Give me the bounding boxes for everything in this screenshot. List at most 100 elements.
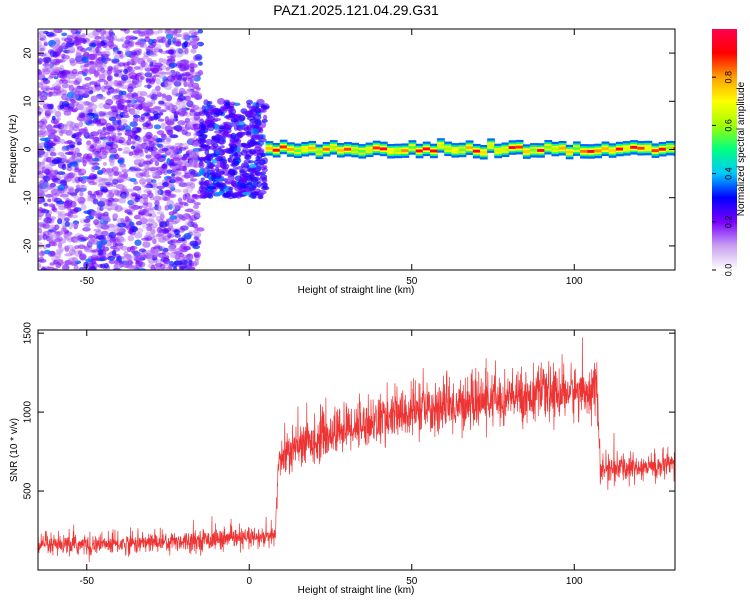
spectrogram-cell — [146, 134, 152, 140]
spectrogram-cell — [580, 149, 588, 153]
spectrogram-cell — [408, 146, 417, 149]
spectrogram-cell — [139, 151, 145, 158]
spectrogram-cell — [372, 146, 381, 150]
spectrogram-cell — [88, 234, 94, 239]
spectrogram-cell — [103, 36, 113, 43]
spectrogram-cell — [253, 159, 259, 166]
spectrogram-cell — [166, 137, 171, 142]
spectrogram-cell — [166, 200, 175, 207]
spectrogram-cell — [154, 170, 163, 176]
y-tick-label: 20 — [23, 47, 34, 59]
spectrogram-cell — [138, 248, 146, 253]
spectrogram-cell — [171, 221, 178, 225]
spectrogram-cell — [78, 120, 84, 128]
spectrogram-cell — [39, 118, 48, 125]
spectrogram-cell — [189, 137, 194, 145]
spectrogram-cell — [530, 148, 538, 152]
spectrogram-cell — [164, 83, 172, 90]
spectrogram-cell — [224, 115, 231, 119]
spectrogram-cell — [53, 37, 60, 42]
spectrogram-cell — [199, 168, 206, 175]
spectrogram-cell — [109, 202, 118, 207]
spectrogram-cell — [125, 264, 135, 269]
spectrogram-cell — [193, 204, 200, 209]
spectrogram-cell — [132, 78, 140, 85]
spectrogram-cell — [118, 197, 126, 204]
spectrogram-cell — [62, 158, 70, 163]
spectrogram-cell — [165, 49, 174, 55]
spectrogram-cell — [181, 129, 188, 135]
spectrogram-cell — [169, 179, 176, 184]
spectrogram-cell — [308, 146, 317, 150]
spectrogram-cell — [117, 62, 126, 67]
spectrogram-cell — [94, 60, 103, 67]
spectrogram-cell — [117, 119, 122, 126]
spectrogram-cell — [515, 145, 524, 149]
spectrogram-cell — [86, 262, 94, 268]
spectrogram-cell — [42, 56, 52, 64]
spectrogram-cell — [242, 131, 252, 135]
colorbar-tick-label: 0.4 — [723, 167, 733, 180]
spectrogram-cell — [42, 116, 50, 120]
spectrogram-cell — [127, 230, 133, 234]
spectrogram-cell — [193, 251, 201, 259]
spectrogram-cell — [61, 32, 68, 37]
spectrogram-cell — [154, 189, 161, 196]
spectrogram-cell — [133, 180, 138, 185]
spectrogram-cell — [157, 231, 165, 238]
spectrogram-cell — [155, 78, 161, 85]
spectrogram-cell — [83, 261, 89, 269]
spectrogram-cell — [501, 148, 510, 152]
spectrogram-cell — [179, 259, 188, 265]
spectrogram-cell — [173, 189, 182, 193]
spectrogram-cell — [365, 148, 374, 152]
spectrogram-cell — [207, 115, 214, 120]
spectrogram-cell — [90, 42, 97, 47]
spectrogram-cell — [630, 145, 638, 149]
spectrogram-cell — [112, 264, 122, 269]
spectrogram-cell — [140, 61, 145, 69]
spectrogram-cell — [211, 159, 217, 164]
spectrogram-cell — [152, 182, 158, 188]
spectrogram-cell — [97, 169, 104, 175]
spectrogram-cell — [148, 147, 154, 152]
spectrogram-cell — [179, 111, 188, 115]
spectrogram-cell — [109, 237, 117, 244]
spectrogram-cell — [644, 146, 653, 150]
spectrogram-cell — [112, 166, 120, 171]
spectrogram-cell — [49, 262, 56, 266]
spectrogram-cell — [156, 185, 165, 190]
spectrogram-cell — [158, 71, 166, 75]
spectrogram-cell — [106, 91, 111, 96]
spectrogram-cell — [87, 112, 95, 116]
spectrogram-cell — [76, 186, 82, 192]
spectrogram-cell — [122, 259, 131, 266]
spectrogram-cell — [243, 159, 252, 164]
spectrogram-cell — [89, 144, 94, 149]
spectrogram-cell — [152, 180, 157, 188]
spectrogram-cell — [115, 135, 123, 142]
spectrogram-cell — [166, 176, 176, 180]
spectrogram-cell — [62, 193, 69, 200]
spectrogram-cell — [54, 110, 62, 118]
spectrogram-cell — [71, 68, 78, 75]
spectrogram-cell — [93, 219, 100, 226]
spectrogram-cell — [41, 160, 46, 167]
spectrogram-cell — [38, 234, 42, 242]
spectrogram-cell — [95, 86, 100, 92]
spectrogram-cell — [64, 217, 70, 222]
spectrogram-cell — [181, 174, 191, 178]
spectrogram-cell — [184, 117, 191, 124]
spectrogram-cell — [114, 171, 123, 176]
spectrogram-cell — [56, 171, 66, 176]
spectrogram-cell — [279, 145, 288, 149]
spectrogram-cell — [125, 188, 135, 192]
spectrogram-cell — [146, 94, 153, 98]
spectrogram-cell — [246, 102, 251, 108]
spectrogram-cell — [189, 108, 195, 113]
spectrogram-cell — [69, 144, 75, 148]
spectrogram-cell — [88, 195, 94, 202]
spectrogram-cell — [258, 159, 266, 166]
spectrogram-cell — [95, 29, 102, 33]
